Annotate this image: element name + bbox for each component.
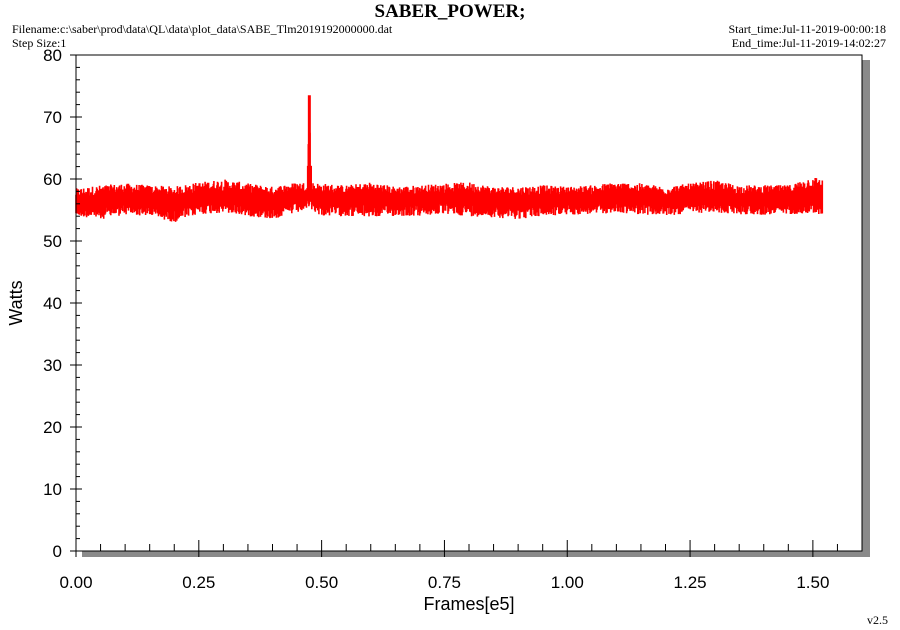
end-time-label: End_time:Jul-11-2019-14:02:27 xyxy=(731,36,886,50)
x-tick-label: 0.25 xyxy=(182,573,215,592)
version-label: v2.5 xyxy=(867,613,888,627)
y-tick-label: 10 xyxy=(43,480,62,499)
x-axis-label: Frames[e5] xyxy=(423,594,514,614)
y-axis-label: Watts xyxy=(6,280,26,325)
step-size-label: Step Size:1 xyxy=(12,36,67,50)
y-tick-label: 40 xyxy=(43,294,62,313)
axis-layer: 0 10 20 30 40 50 60 70 80 0.00 0.25 0.50 0.75 1.00 1.2… xyxy=(43,46,862,592)
chart-title: SABER_POWER; xyxy=(374,1,526,22)
start-time-label: Start_time:Jul-11-2019-00:00:18 xyxy=(728,22,886,36)
y-tick-label: 50 xyxy=(43,232,62,251)
filename-label: Filename:c:\saber\prod\data\QL\data\plot… xyxy=(12,22,393,36)
x-tick-label: 1.00 xyxy=(551,573,584,592)
y-tick-label: 80 xyxy=(43,46,62,65)
x-tick-label: 0.50 xyxy=(305,573,338,592)
x-tick-label: 0.00 xyxy=(59,573,92,592)
x-tick-label: 1.25 xyxy=(674,573,707,592)
y-tick-label: 20 xyxy=(43,418,62,437)
y-tick-label: 0 xyxy=(53,542,62,561)
x-tick-label: 1.50 xyxy=(796,573,829,592)
x-tick-label: 0.75 xyxy=(428,573,461,592)
plot-frame xyxy=(75,54,863,552)
y-tick-label: 60 xyxy=(43,170,62,189)
y-tick-label: 70 xyxy=(43,108,62,127)
y-tick-label: 30 xyxy=(43,356,62,375)
